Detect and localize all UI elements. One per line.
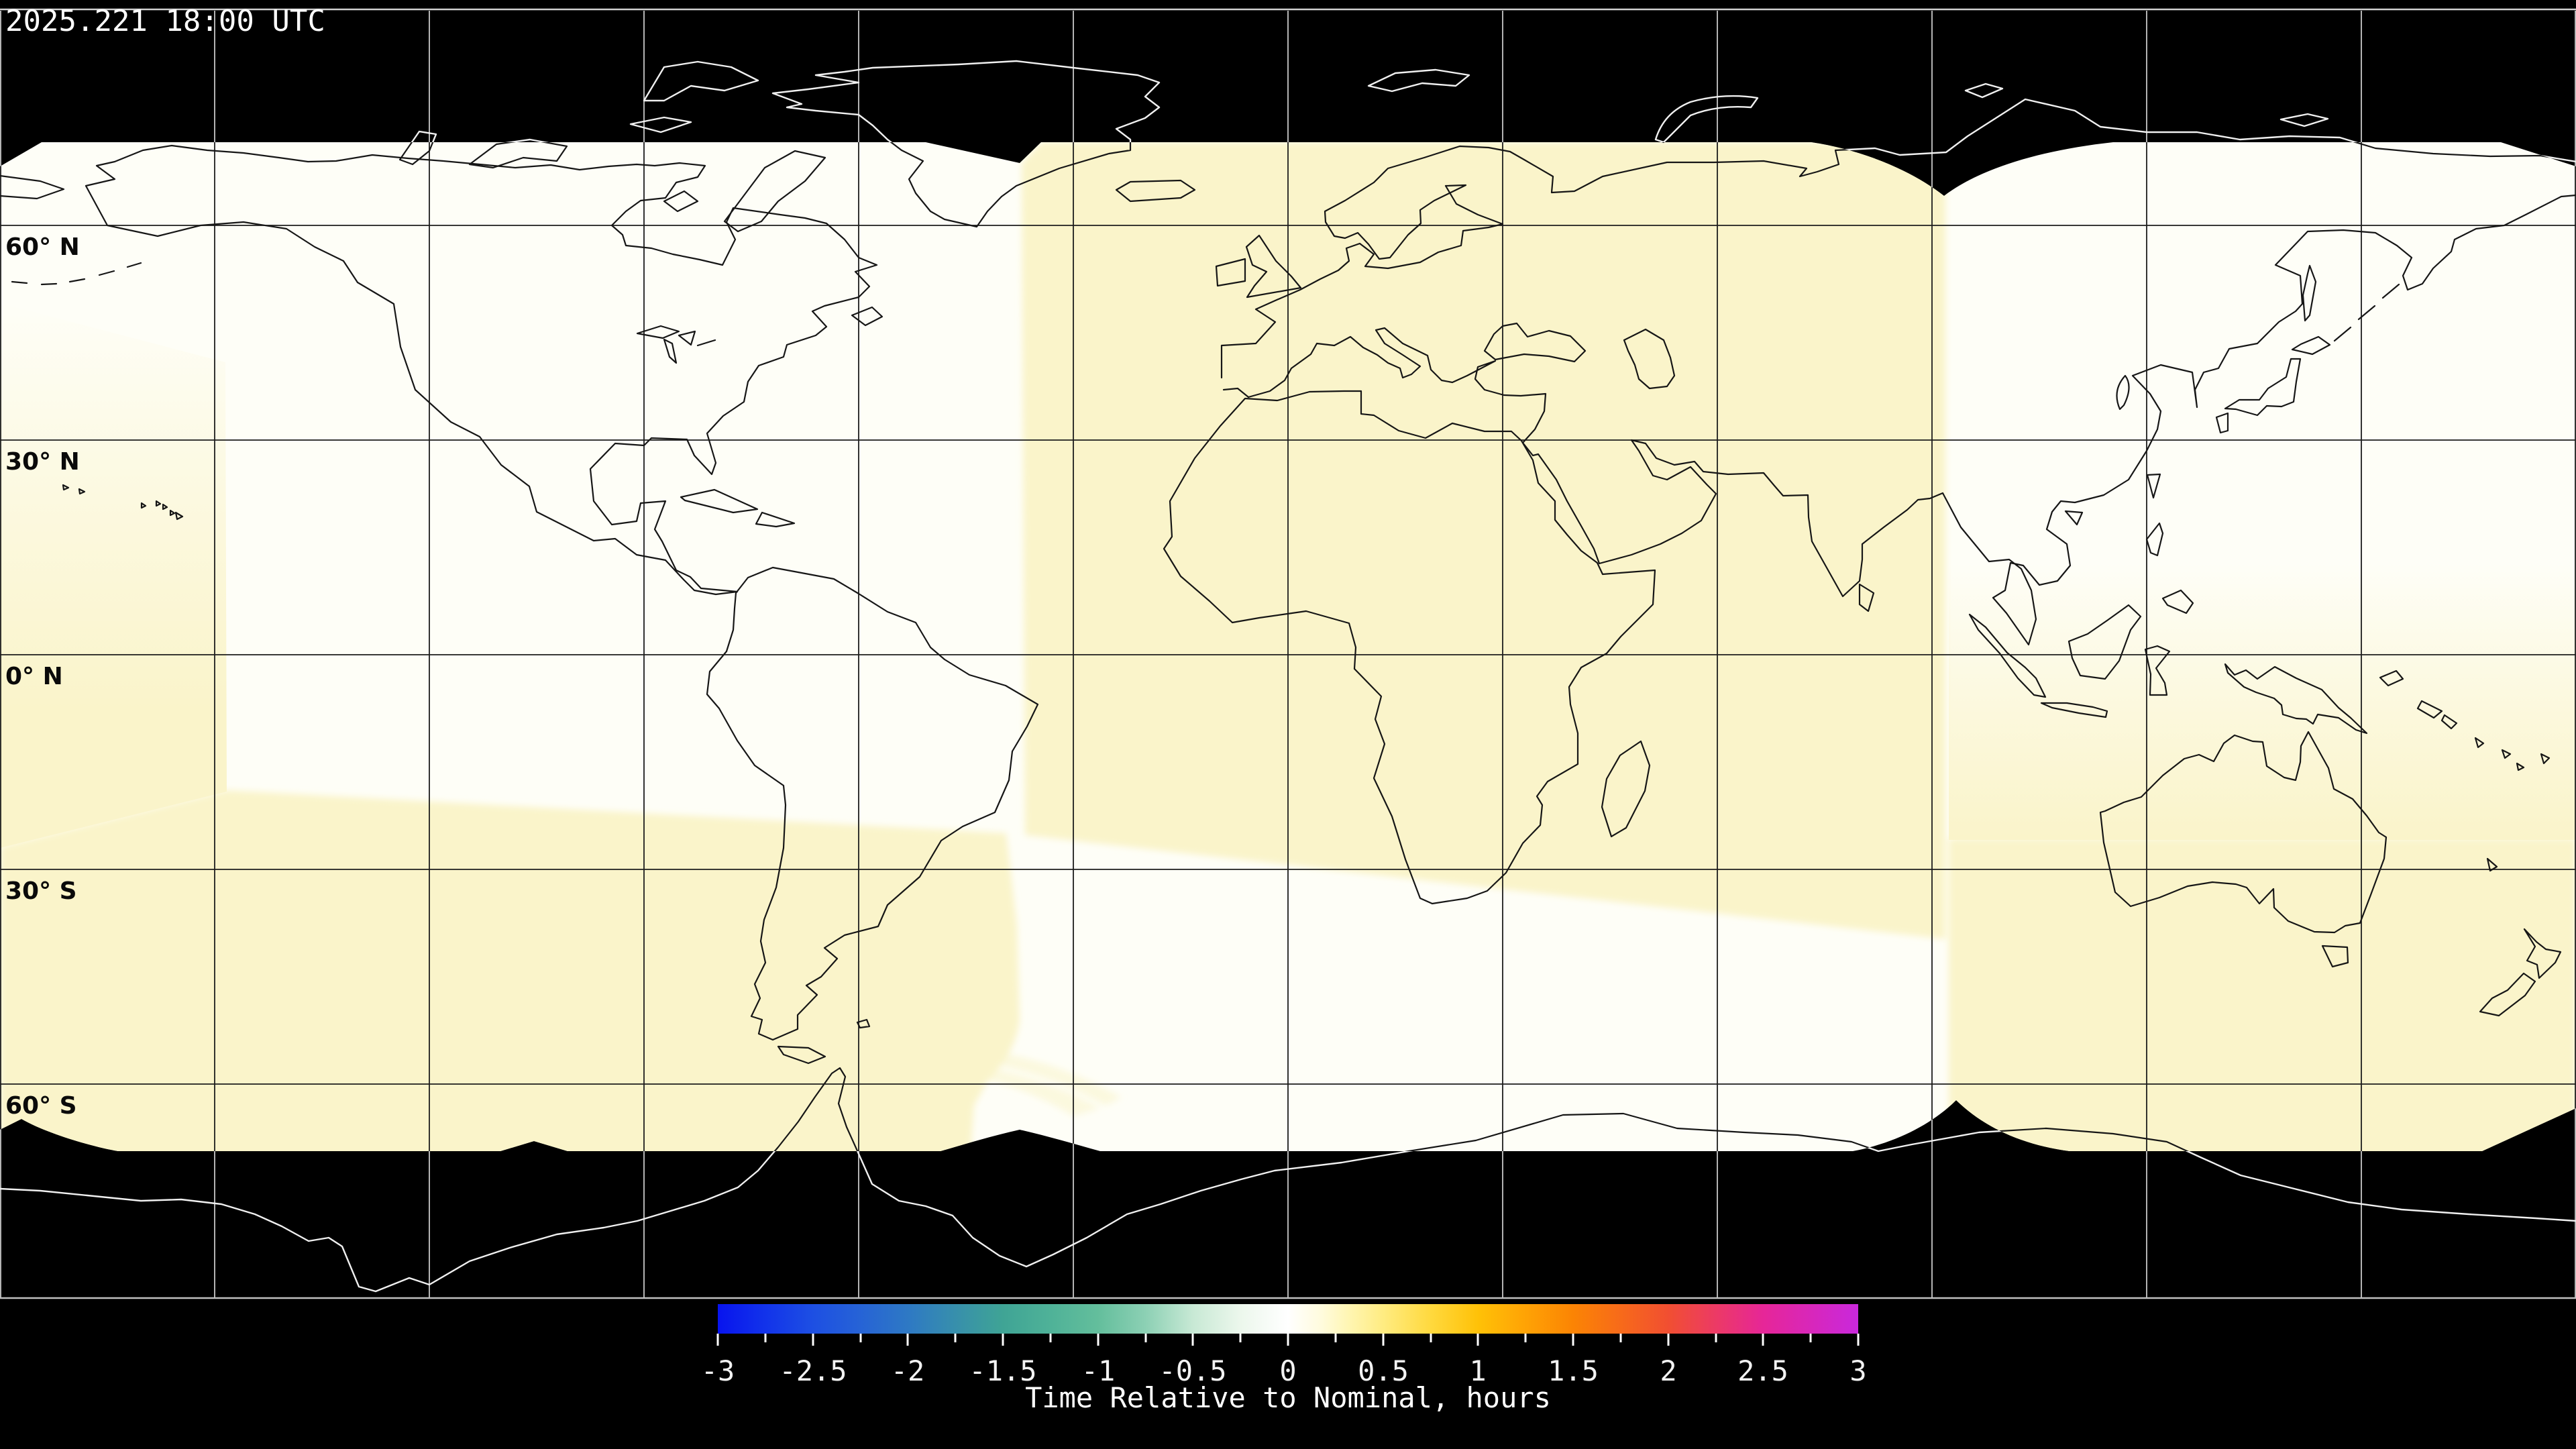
colorbar-tick-labels: -3 -2.5 -2 -1.5 -1 -0.5 0 0.5 1 1.5 2 2.…: [701, 1354, 1867, 1387]
latitude-label: 30° N: [5, 448, 80, 476]
colorbar-tick-label: -1.5: [969, 1354, 1036, 1387]
latitude-label: 60° N: [5, 233, 80, 261]
colorbar-ticks: [716, 1334, 1860, 1346]
late-time-tint-regions: [0, 142, 2576, 1151]
colorbar-tick-label: 2: [1660, 1354, 1676, 1387]
tint-southwest-band: [0, 790, 1020, 1151]
colorbar-tick-label: 2.5: [1737, 1354, 1788, 1387]
colorbar: -3 -2.5 -2 -1.5 -1 -0.5 0 0.5 1 1.5 2 2.…: [701, 1304, 1867, 1414]
latitude-label: 0° N: [5, 663, 63, 690]
tint-west-strip: [0, 303, 227, 848]
colorbar-gradient: [718, 1304, 1858, 1334]
colorbar-tick-label: 1.5: [1548, 1354, 1599, 1387]
latitude-label: 30° S: [5, 877, 77, 905]
timestamp-label: 2025.221 18:00 UTC: [5, 4, 325, 38]
colorbar-tick-label: 1: [1469, 1354, 1486, 1387]
latitude-labels: 60° N 30° N 0° N 30° S 60° S: [5, 233, 80, 1120]
colorbar-title: Time Relative to Nominal, hours: [1025, 1381, 1551, 1414]
colorbar-tick-label: 0: [1279, 1354, 1296, 1387]
colorbar-minor-ticks: [764, 1334, 1812, 1342]
tint-southeast-fade: [1949, 564, 2576, 840]
colorbar-tick-label: -1: [1081, 1354, 1116, 1387]
colorbar-tick-label: 3: [1849, 1354, 1866, 1387]
tint-swath-fan: [981, 1051, 1122, 1116]
colorbar-tick-label: 0.5: [1358, 1354, 1409, 1387]
colorbar-major-ticks: [716, 1334, 1860, 1346]
tint-central-band: [1022, 142, 1945, 939]
colorbar-tick-label: -3: [701, 1354, 735, 1387]
tint-southeast-band: [1949, 839, 2576, 1151]
colorbar-tick-label: -2.5: [779, 1354, 847, 1387]
colorbar-tick-label: -0.5: [1159, 1354, 1226, 1387]
latitude-label: 60° S: [5, 1092, 77, 1120]
colorbar-tick-label: -2: [891, 1354, 925, 1387]
